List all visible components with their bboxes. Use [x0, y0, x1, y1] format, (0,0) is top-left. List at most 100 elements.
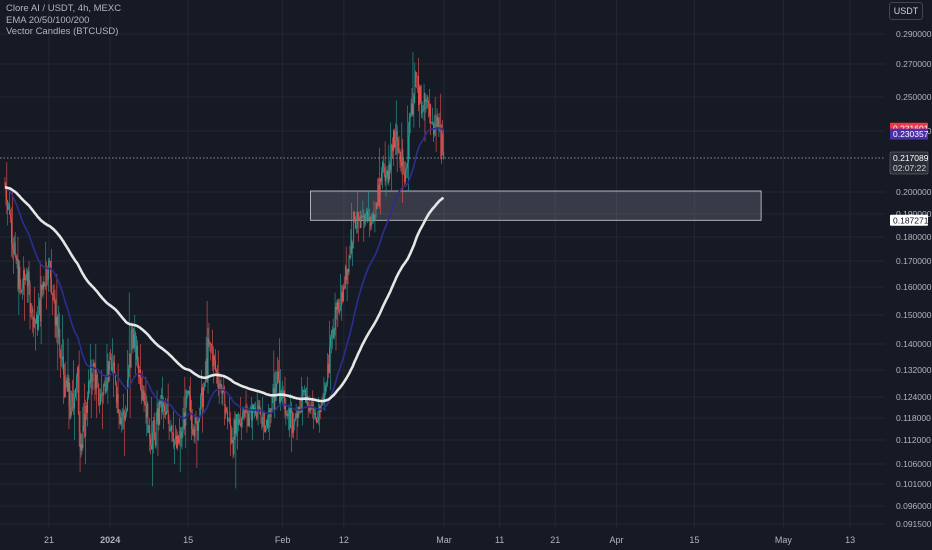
countdown-label: 02:07:22 [893, 163, 926, 173]
candle-body [114, 362, 115, 375]
candle-body [242, 411, 244, 414]
candle-body [425, 100, 427, 102]
price-tag: 0.230357 [890, 128, 929, 140]
price-tag-label: 0.187271 [893, 215, 929, 225]
currency-button[interactable]: USDT [889, 2, 923, 20]
candle-body [255, 414, 257, 418]
candle-body [228, 420, 229, 422]
candle-body [394, 131, 395, 148]
candle-body [174, 439, 176, 447]
candle-body [57, 326, 59, 337]
candle-body [140, 387, 142, 393]
vector-candles-legend[interactable]: Vector Candles (BTCUSD) [6, 26, 119, 37]
candle-body [440, 125, 442, 156]
candle-body [408, 117, 410, 137]
price-tick-label: 0.250000 [896, 92, 932, 102]
candle-body [140, 369, 141, 388]
candle-body [433, 124, 435, 135]
candle-body [108, 361, 110, 371]
candle-body [298, 406, 300, 411]
candle-body [379, 178, 381, 206]
candle-body [110, 357, 112, 360]
candle-body [220, 383, 222, 391]
candle-body [130, 329, 132, 368]
candle-body [368, 218, 369, 222]
candle-body [189, 391, 190, 396]
candle-body [424, 93, 426, 102]
candle-body [288, 408, 290, 415]
candle-body [360, 216, 362, 228]
candle-body [350, 239, 352, 258]
candle-body [111, 359, 113, 371]
candle-body [383, 167, 385, 176]
time-axis[interactable]: 21 2024 15 Feb 12 Mar 11 21 Apr 15 May 13 [44, 535, 855, 545]
candle-body [121, 417, 123, 419]
candle-body [214, 356, 216, 361]
candle-body [324, 386, 326, 394]
candle-body [283, 391, 285, 404]
candle-body [84, 414, 86, 437]
candle-body [382, 162, 383, 173]
price-tick-label: 0.180000 [896, 232, 932, 242]
candle-body [297, 406, 299, 418]
candle-body [395, 140, 396, 148]
candle-body [400, 161, 402, 166]
candle-body [248, 418, 250, 427]
candle-body [141, 392, 143, 400]
time-tick-label: 21 [550, 535, 560, 545]
candle-body [390, 157, 392, 170]
candle-body [296, 413, 298, 418]
candle-body [355, 218, 356, 229]
time-tick-label: 21 [44, 535, 54, 545]
candle-body [68, 378, 70, 407]
candle-body [410, 103, 412, 114]
candle-body [357, 212, 358, 227]
candle-body [380, 178, 382, 182]
candle-body [255, 407, 256, 415]
candle-body [88, 381, 89, 397]
candle-body [209, 342, 211, 344]
candle-body [268, 409, 270, 411]
candle-body [76, 376, 77, 389]
candle-body [105, 388, 107, 393]
candle-body [25, 278, 26, 281]
candle-body [306, 395, 308, 407]
candle-body [162, 403, 164, 412]
candle-body [217, 381, 219, 390]
candle-body [395, 131, 397, 141]
candle-body [54, 301, 56, 326]
candle-body [171, 425, 173, 433]
price-axis[interactable]: 0.2900000.2700000.2500000.2300000.200000… [896, 29, 932, 529]
candle-body [226, 408, 228, 411]
candle-body [352, 242, 354, 249]
candle-body [293, 420, 295, 426]
candle-body [308, 407, 310, 411]
candle-body [12, 244, 13, 249]
ema-legend[interactable]: EMA 20/50/100/200 [6, 14, 90, 26]
candle-body [401, 149, 403, 166]
symbol-legend[interactable]: Clore AI / USDT, 4h, MEXC [6, 3, 122, 14]
grid-lines [0, 0, 885, 528]
candle-body [354, 211, 356, 219]
candle-body [70, 411, 72, 418]
candle-body [191, 428, 193, 434]
candle-body [182, 429, 184, 433]
candle-body [384, 175, 386, 182]
candle-body [419, 86, 420, 106]
candle-body [304, 390, 305, 392]
price-tick-label: 0.132000 [896, 365, 932, 375]
candle-body [347, 268, 349, 273]
candle-body [235, 414, 237, 434]
candle-body [96, 375, 98, 379]
candle-body [266, 419, 267, 426]
candle-body [113, 362, 114, 367]
candle-body [364, 214, 366, 224]
supply-demand-zone[interactable] [310, 190, 762, 221]
candle-body [131, 329, 133, 331]
candle-body [43, 281, 45, 287]
candle-body [271, 395, 273, 411]
zone-layer [310, 190, 762, 221]
candle-body [89, 381, 90, 383]
candle-body [154, 440, 156, 446]
